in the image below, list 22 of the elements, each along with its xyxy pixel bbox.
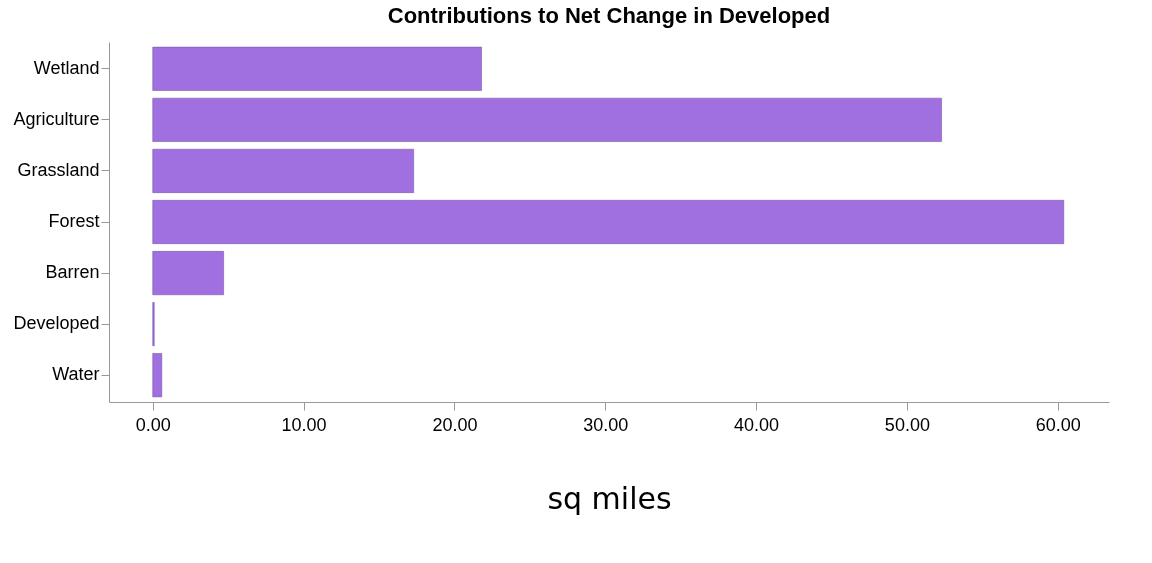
y-tick-label: Developed xyxy=(13,313,100,334)
y-tick-label: Agriculture xyxy=(13,108,100,129)
y-tick-label: Water xyxy=(52,364,100,385)
bar xyxy=(152,46,482,91)
bar xyxy=(152,200,1064,244)
bar xyxy=(152,353,163,398)
x-tick-label: 30.00 xyxy=(583,414,629,435)
x-tick-label: 0.00 xyxy=(135,414,171,435)
bar xyxy=(152,97,942,142)
y-tick-label: Grassland xyxy=(17,159,100,180)
x-tick-label: 50.00 xyxy=(884,414,930,435)
bar xyxy=(152,148,414,193)
y-tick-label: Forest xyxy=(48,211,100,231)
x-axis-title: sq miles xyxy=(547,480,672,516)
x-tick-label: 60.00 xyxy=(1035,414,1081,435)
chart-title: Contributions to Net Change in Developed xyxy=(387,3,831,28)
x-tick-label: 20.00 xyxy=(432,414,478,435)
bar xyxy=(152,251,224,296)
y-tick-label: Barren xyxy=(45,262,100,283)
x-tick-label: 40.00 xyxy=(734,414,780,435)
y-tick-label: Wetland xyxy=(33,57,100,78)
x-tick-label: 10.00 xyxy=(281,414,327,435)
